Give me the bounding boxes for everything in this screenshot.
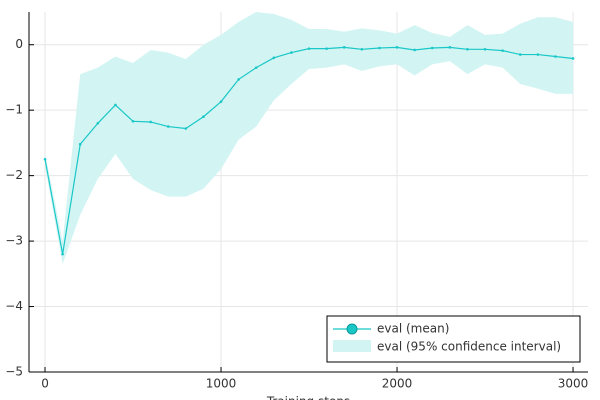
point bbox=[448, 46, 452, 49]
point bbox=[518, 53, 522, 56]
x-tick-label: 1000 bbox=[206, 377, 237, 391]
point bbox=[501, 49, 504, 52]
point bbox=[413, 48, 416, 52]
point bbox=[61, 252, 64, 256]
y-tick-label: −1 bbox=[5, 103, 23, 117]
point bbox=[342, 46, 346, 49]
y-tick-label: −2 bbox=[5, 168, 23, 182]
x-tick-label: 0 bbox=[41, 377, 49, 391]
point bbox=[536, 53, 540, 56]
point bbox=[466, 48, 469, 51]
point bbox=[307, 47, 311, 50]
point bbox=[78, 142, 82, 146]
point bbox=[254, 66, 258, 69]
point bbox=[571, 57, 575, 60]
point bbox=[554, 55, 557, 58]
point bbox=[272, 56, 276, 60]
y-tick-label: −3 bbox=[5, 234, 23, 248]
point bbox=[325, 47, 328, 50]
point bbox=[149, 120, 152, 124]
legend-label: eval (95% confidence interval) bbox=[377, 340, 561, 354]
point bbox=[290, 51, 293, 54]
point bbox=[202, 115, 205, 119]
y-tick-label: 0 bbox=[15, 37, 23, 51]
point bbox=[43, 157, 47, 161]
confidence-band bbox=[45, 12, 574, 264]
legend-swatch bbox=[333, 340, 371, 352]
point bbox=[483, 48, 487, 51]
point bbox=[96, 121, 100, 125]
legend-marker bbox=[346, 323, 358, 335]
point bbox=[184, 127, 188, 130]
legend-box bbox=[326, 315, 581, 363]
point bbox=[378, 46, 381, 50]
x-tick-label: 2000 bbox=[382, 377, 413, 391]
y-tick-label: −5 bbox=[5, 365, 23, 379]
point bbox=[166, 125, 170, 128]
x-tick-label: 3000 bbox=[558, 377, 589, 391]
y-tick-label: −4 bbox=[5, 299, 23, 313]
point bbox=[131, 120, 135, 123]
point bbox=[360, 48, 364, 51]
legend-label: eval (mean) bbox=[377, 322, 449, 336]
point bbox=[114, 103, 117, 107]
point bbox=[237, 78, 240, 81]
point bbox=[395, 46, 399, 49]
point bbox=[430, 46, 434, 50]
x-axis-label: Training steps bbox=[266, 395, 350, 400]
point bbox=[219, 100, 223, 103]
